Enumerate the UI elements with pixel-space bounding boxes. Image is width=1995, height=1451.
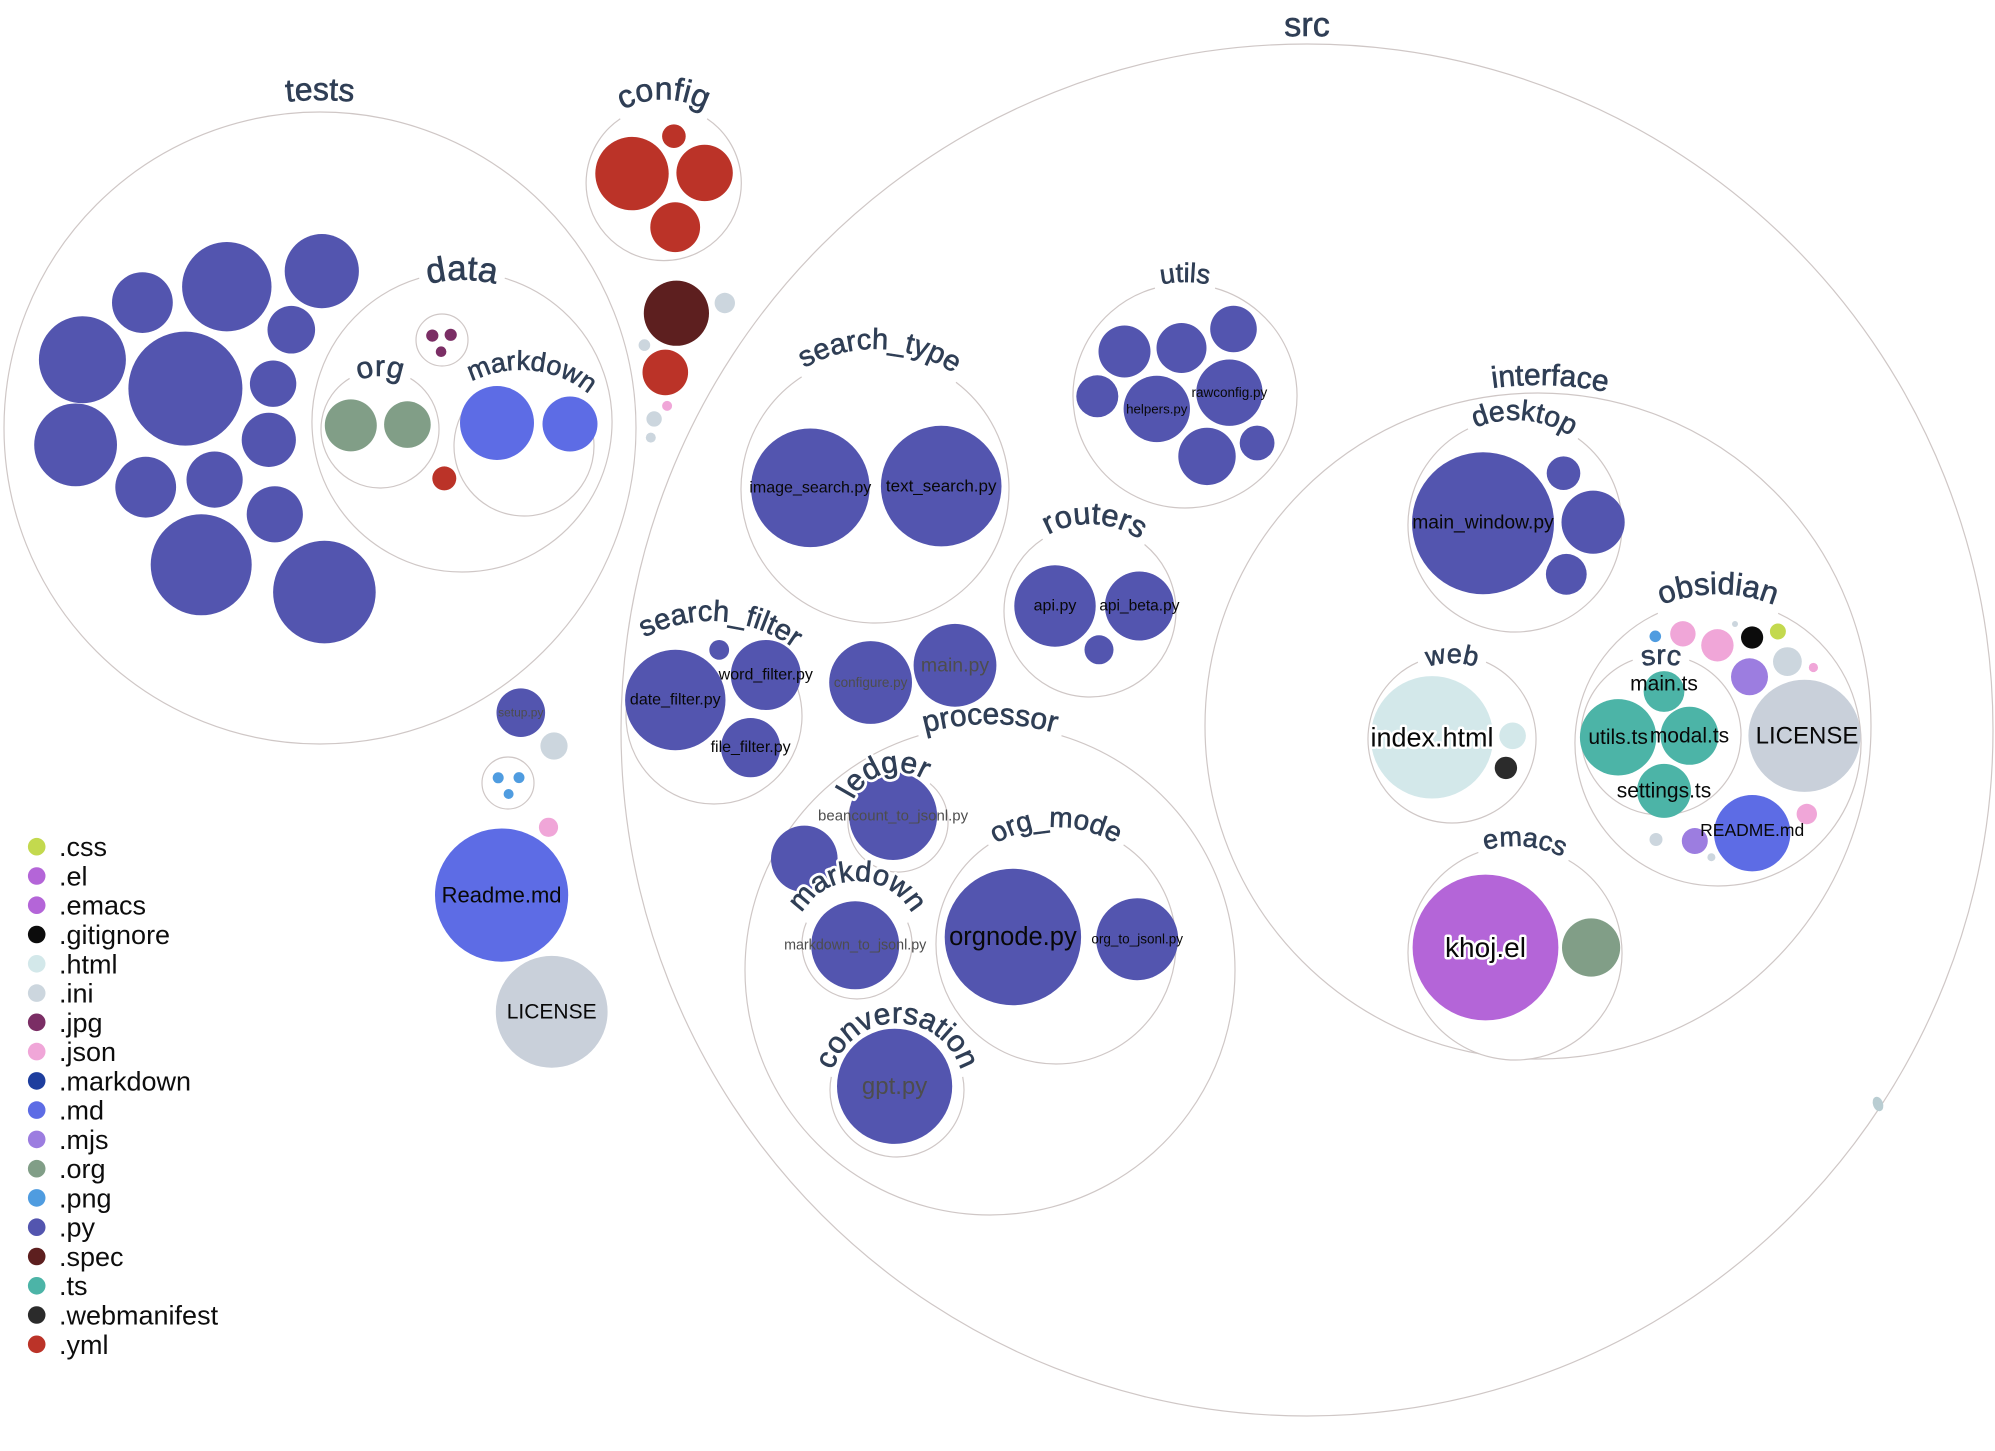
svg-text:README.md: README.md bbox=[1700, 820, 1804, 840]
svg-text:beancount_to_jsonl.py: beancount_to_jsonl.py bbox=[818, 808, 969, 825]
svg-text:khoj.el: khoj.el bbox=[1445, 932, 1526, 963]
svg-text:.emacs: .emacs bbox=[59, 891, 146, 921]
svg-text:setup.py: setup.py bbox=[498, 706, 543, 720]
svg-text:web: web bbox=[1422, 639, 1482, 673]
svg-text:.webmanifest: .webmanifest bbox=[59, 1301, 219, 1331]
svg-text:tests: tests bbox=[284, 71, 356, 109]
svg-text:.org: .org bbox=[59, 1154, 106, 1184]
svg-text:src: src bbox=[1284, 6, 1330, 44]
svg-text:configure.py: configure.py bbox=[834, 675, 908, 690]
svg-text:helpers.py: helpers.py bbox=[1126, 401, 1188, 416]
svg-text:data: data bbox=[423, 249, 502, 292]
svg-text:Readme.md: Readme.md bbox=[442, 883, 562, 908]
svg-text:org: org bbox=[352, 350, 407, 387]
svg-text:.spec: .spec bbox=[59, 1242, 124, 1272]
svg-text:.css: .css bbox=[59, 832, 107, 862]
svg-text:.png: .png bbox=[59, 1183, 112, 1213]
svg-text:.md: .md bbox=[59, 1096, 104, 1126]
svg-text:LICENSE: LICENSE bbox=[507, 1000, 597, 1023]
svg-text:.markdown: .markdown bbox=[59, 1066, 191, 1096]
svg-text:api_beta.py: api_beta.py bbox=[1099, 598, 1179, 615]
svg-text:src: src bbox=[1284, 6, 1330, 44]
svg-text:src: src bbox=[1638, 639, 1683, 672]
svg-text:.html: .html bbox=[59, 949, 118, 979]
svg-text:.json: .json bbox=[59, 1037, 116, 1067]
svg-text:.yml: .yml bbox=[59, 1330, 109, 1360]
svg-text:word_filter.py: word_filter.py bbox=[718, 667, 813, 684]
svg-text:LICENSE: LICENSE bbox=[1756, 722, 1859, 749]
svg-text:src: src bbox=[1638, 639, 1683, 672]
svg-text:.ts: .ts bbox=[59, 1271, 88, 1301]
svg-text:data: data bbox=[423, 249, 502, 292]
svg-text:date_filter.py: date_filter.py bbox=[630, 692, 721, 709]
svg-text:text_search.py: text_search.py bbox=[886, 477, 997, 496]
svg-text:modal.ts: modal.ts bbox=[1650, 724, 1729, 747]
svg-text:.py: .py bbox=[59, 1213, 96, 1243]
svg-text:utils.ts: utils.ts bbox=[1588, 726, 1648, 749]
svg-text:settings.ts: settings.ts bbox=[1617, 779, 1712, 802]
svg-text:main_window.py: main_window.py bbox=[1412, 513, 1554, 534]
svg-text:rawconfig.py: rawconfig.py bbox=[1192, 385, 1268, 400]
svg-text:image_search.py: image_search.py bbox=[749, 479, 871, 496]
svg-text:main.py: main.py bbox=[921, 654, 990, 676]
svg-text:web: web bbox=[1422, 639, 1482, 673]
svg-text:.mjs: .mjs bbox=[59, 1125, 109, 1155]
svg-text:index.html: index.html bbox=[1370, 722, 1493, 752]
svg-text:.jpg: .jpg bbox=[59, 1008, 103, 1038]
svg-text:markdown_to_jsonl.py: markdown_to_jsonl.py bbox=[784, 937, 927, 953]
svg-text:utils: utils bbox=[1158, 258, 1213, 290]
svg-text:main.ts: main.ts bbox=[1630, 673, 1698, 696]
svg-text:.el: .el bbox=[59, 862, 88, 892]
svg-text:interface: interface bbox=[1489, 359, 1611, 399]
svg-text:org: org bbox=[352, 350, 407, 387]
svg-text:.gitignore: .gitignore bbox=[59, 920, 170, 950]
svg-text:.ini: .ini bbox=[59, 979, 94, 1009]
svg-text:file_filter.py: file_filter.py bbox=[711, 739, 791, 756]
svg-text:orgnode.py: orgnode.py bbox=[949, 923, 1077, 951]
svg-text:org_to_jsonl.py: org_to_jsonl.py bbox=[1091, 932, 1183, 947]
svg-text:api.py: api.py bbox=[1034, 598, 1077, 615]
svg-text:gpt.py: gpt.py bbox=[862, 1073, 927, 1100]
svg-text:utils: utils bbox=[1158, 258, 1213, 290]
